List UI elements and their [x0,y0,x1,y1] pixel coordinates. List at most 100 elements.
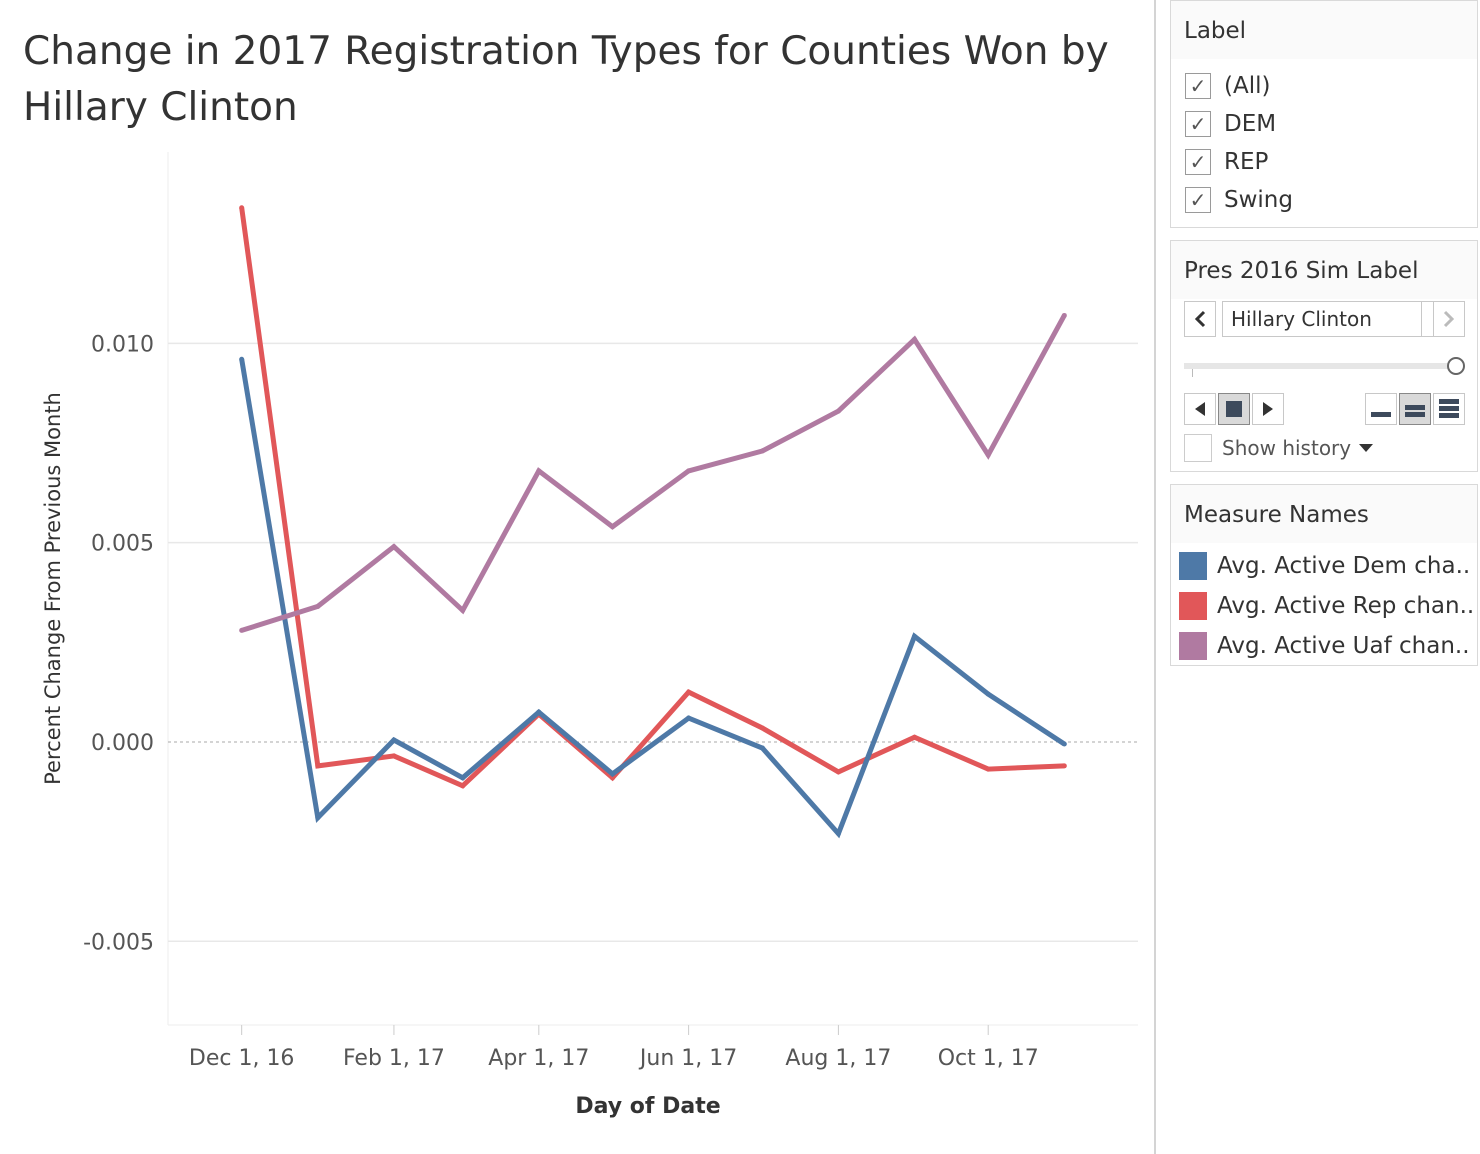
show-history-checkbox[interactable] [1184,434,1212,462]
data-point [985,452,991,458]
data-point [239,356,245,362]
play-forward-button[interactable] [1252,393,1284,425]
data-point [686,689,692,695]
next-value-button[interactable] [1433,301,1465,337]
data-point [315,815,321,821]
data-point [835,831,841,837]
data-point [391,753,397,759]
series-line-dem [239,358,1066,839]
data-point [609,775,615,781]
speed-slow-button[interactable] [1365,393,1397,425]
speed-medium-icon [1405,405,1425,417]
checkbox-checked-icon[interactable]: ✓ [1185,111,1211,137]
data-point [609,524,615,530]
speed-slow-icon [1371,412,1391,417]
pres-filter-card: Pres 2016 Sim Label Hillary Clinton [1170,240,1478,472]
data-point [536,709,542,715]
show-history-label: Show history [1222,436,1352,460]
filter-item-label: REP [1224,149,1269,175]
line-chart[interactable]: 0.010 0.005 0.000 -0.005 Dec 1, 16 Feb 1, 17 A… [0,0,1156,1154]
label-filter-card: Label ✓ (All) ✓ DEM ✓ REP ✓ Swing [1170,0,1478,228]
data-point [985,691,991,697]
x-tick-label: Oct 1, 17 [938,1046,1039,1071]
x-tick-label: Jun 1, 17 [638,1046,737,1071]
x-tick-label: Dec 1, 16 [189,1046,295,1071]
data-point [239,627,245,633]
data-point [686,715,692,721]
data-point [460,775,466,781]
measure-legend-card: Measure Names Avg. Active Dem cha.. Avg. … [1170,484,1478,666]
data-point [759,745,765,751]
y-tick-label: -0.005 [83,930,154,955]
data-point [835,769,841,775]
chart-title: Change in 2017 Registration Types for Co… [23,29,1109,130]
filter-item-dem[interactable]: ✓ DEM [1171,105,1477,143]
play-forward-icon [1263,402,1273,416]
data-point [391,544,397,550]
play-back-icon [1195,402,1205,416]
slider-thumb[interactable] [1447,357,1465,375]
data-point [391,737,397,743]
chevron-right-icon [1443,310,1455,328]
data-point [759,448,765,454]
prev-value-button[interactable] [1184,301,1216,337]
chevron-left-icon [1194,310,1206,328]
filter-item-swing[interactable]: ✓ Swing [1171,181,1477,219]
series-line-uaf [240,314,1067,633]
speed-fast-button[interactable] [1433,393,1465,425]
filter-item-label: (All) [1224,73,1271,99]
data-point [1061,741,1067,747]
y-axis-title: Percent Change From Previous Month [41,392,65,785]
play-back-button[interactable] [1184,393,1216,425]
y-tick-label: 0.000 [91,731,154,756]
data-point [912,336,918,342]
slider-tick [1192,369,1193,377]
legend-label: Avg. Active Rep chan.. [1217,593,1475,619]
slider-track[interactable] [1184,363,1460,369]
checkbox-checked-icon[interactable]: ✓ [1185,187,1211,213]
filter-item-all[interactable]: ✓ (All) [1171,67,1477,105]
series-line-rep [239,207,1065,789]
data-point [315,763,321,769]
data-point [1061,763,1067,769]
x-tick-label: Aug 1, 17 [785,1046,891,1071]
caret-down-icon[interactable] [1359,443,1374,453]
legend-item[interactable]: Avg. Active Rep chan.. [1171,586,1477,626]
chart-panel: Change in 2017 Registration Types for Co… [0,0,1156,1154]
data-point [835,408,841,414]
checkbox-checked-icon[interactable]: ✓ [1185,73,1211,99]
legend-title: Measure Names [1171,485,1477,543]
stop-button[interactable] [1218,393,1250,425]
data-point [912,633,918,639]
label-filter-title: Label [1171,1,1477,59]
pres-select-dropdown[interactable]: Hillary Clinton [1222,301,1458,337]
data-point [460,783,466,789]
pres-select-value: Hillary Clinton [1231,307,1372,331]
filter-item-rep[interactable]: ✓ REP [1171,143,1477,181]
label-filter-list: ✓ (All) ✓ DEM ✓ REP ✓ Swing [1171,59,1477,219]
filter-item-label: DEM [1224,111,1277,137]
speed-fast-icon [1439,399,1459,418]
data-point [536,468,542,474]
legend-label: Avg. Active Uaf chan.. [1217,633,1470,659]
legend-item[interactable]: Avg. Active Dem cha.. [1171,546,1477,586]
x-axis-title: Day of Date [575,1094,720,1119]
data-point [1061,312,1067,318]
data-point [686,468,692,474]
y-tick-label: 0.005 [91,532,154,557]
legend-swatch [1179,592,1207,620]
data-point [315,603,321,609]
checkbox-checked-icon[interactable]: ✓ [1185,149,1211,175]
x-tick-label: Apr 1, 17 [488,1046,589,1071]
show-history-control[interactable]: Show history [1184,434,1374,462]
legend-swatch [1179,552,1207,580]
legend-item[interactable]: Avg. Active Uaf chan.. [1171,626,1477,666]
data-point [985,766,991,772]
x-tick-label: Feb 1, 17 [343,1046,445,1071]
data-point [239,205,245,211]
data-point [460,607,466,613]
speed-medium-button[interactable] [1399,393,1431,425]
data-point [759,725,765,731]
stop-icon [1226,401,1242,417]
data-point [609,771,615,777]
